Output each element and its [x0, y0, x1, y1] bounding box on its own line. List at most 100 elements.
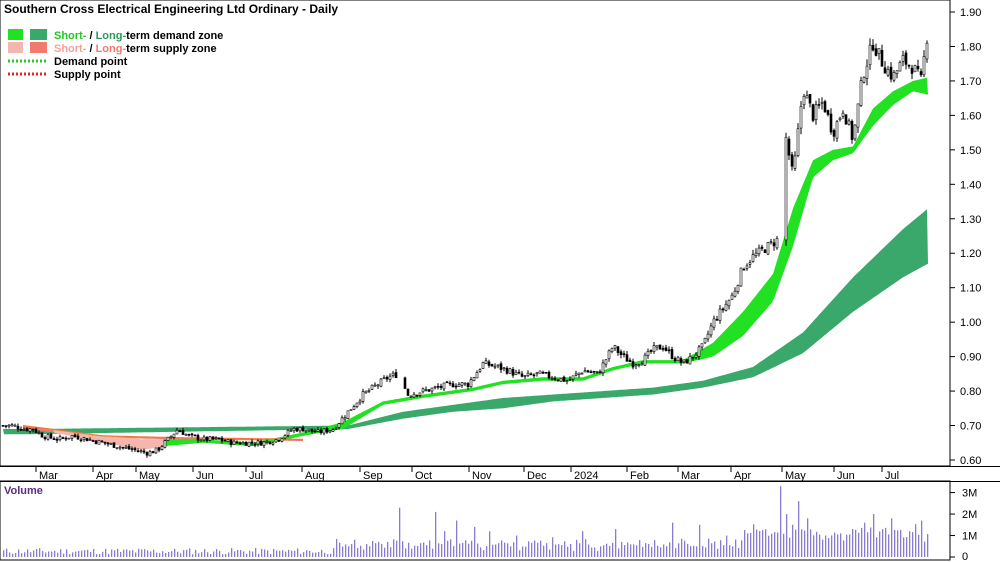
legend: Short- / Long-term demand zone Short- / …	[8, 29, 223, 81]
candle-body	[493, 365, 497, 368]
candle	[412, 391, 416, 398]
volume-bar	[48, 551, 50, 557]
candle	[904, 50, 908, 70]
candle-body	[907, 64, 911, 67]
candle	[1, 425, 5, 427]
volume-bar	[840, 533, 842, 557]
candle-body	[253, 443, 257, 446]
candle-body	[139, 450, 143, 453]
volume-bar	[267, 550, 269, 557]
candle	[259, 439, 263, 446]
volume-bar	[105, 548, 107, 557]
volume-bar	[588, 544, 590, 557]
candle-body	[226, 439, 230, 442]
candle	[52, 436, 56, 441]
volume-bar	[828, 537, 830, 557]
zone-lines	[22, 424, 303, 440]
candle	[307, 428, 311, 433]
volume-bar	[759, 530, 761, 557]
volume-bar	[213, 551, 215, 557]
volume-bar	[24, 552, 26, 557]
candle	[343, 415, 347, 422]
volume-bar	[372, 540, 374, 557]
volume-bar	[714, 541, 716, 557]
candle	[622, 350, 626, 358]
candle	[349, 409, 353, 411]
volume-bar	[255, 548, 257, 557]
candle	[340, 415, 344, 425]
candle-body	[349, 409, 353, 411]
candle-body	[724, 303, 728, 311]
candle-body	[469, 379, 473, 388]
candle	[883, 61, 887, 74]
volume-bar	[39, 548, 41, 557]
candle	[625, 351, 629, 362]
volume-bar	[402, 541, 404, 557]
volume-bar	[795, 529, 797, 557]
candle	[802, 93, 806, 110]
candle-body	[415, 394, 419, 397]
legend-long-supply-swatch	[30, 42, 47, 53]
volume-bar	[219, 550, 221, 557]
candle-body	[148, 451, 152, 457]
x-axis: Mar Apr May Jun Jul Aug Sep Oct Nov Dec 2024 Feb Mar…	[35, 466, 899, 482]
candle-body	[670, 349, 674, 359]
volume-bar	[708, 538, 710, 557]
candle-body	[499, 363, 503, 370]
volume-bar	[333, 548, 335, 557]
candle-body	[67, 437, 71, 440]
volume-bar	[111, 549, 113, 557]
candle-body	[844, 114, 848, 125]
candle-body	[916, 66, 920, 70]
volume-bar	[681, 538, 683, 557]
candle	[724, 300, 728, 312]
volume-bar	[606, 543, 608, 557]
volume-bar	[324, 552, 326, 557]
candle-body	[25, 428, 29, 432]
volume-bar	[639, 540, 641, 557]
candle-body	[220, 437, 224, 442]
candle-body	[133, 448, 137, 451]
candle-body	[883, 67, 887, 74]
volume-bar	[21, 553, 23, 557]
candle-body	[175, 429, 179, 435]
candle-body	[523, 375, 527, 377]
candle	[460, 382, 464, 389]
candle-body	[550, 378, 554, 380]
volume-bar	[744, 530, 746, 557]
candle	[286, 429, 290, 438]
volume-bar	[252, 551, 254, 557]
candle-body	[88, 439, 92, 441]
candle	[445, 380, 449, 384]
x-tick-label: Feb	[630, 470, 649, 482]
candle-body	[805, 95, 809, 99]
candle	[565, 379, 569, 385]
volume-bar	[501, 540, 503, 557]
candle	[697, 345, 701, 360]
candle	[373, 382, 377, 387]
candle-body	[55, 438, 59, 441]
candle-body	[685, 359, 689, 364]
volume-bar	[852, 529, 854, 557]
volume-bar	[114, 550, 116, 557]
candle	[43, 435, 47, 441]
candle-body	[319, 429, 323, 434]
candle	[55, 436, 59, 443]
volume-bar	[843, 540, 845, 557]
volume-bar	[480, 547, 482, 557]
candle	[673, 356, 677, 363]
candle	[151, 450, 155, 454]
candle-body	[655, 345, 659, 348]
candle-body	[766, 242, 770, 255]
candle	[844, 114, 848, 125]
candle-body	[691, 356, 695, 359]
volume-bar	[435, 511, 437, 557]
volume-bar	[366, 544, 368, 557]
candle-body	[109, 443, 113, 445]
candle-body	[244, 442, 248, 446]
volume-bar	[543, 545, 545, 557]
candle-body	[730, 294, 734, 300]
candle	[628, 357, 632, 363]
volume-bar	[510, 546, 512, 557]
candle	[160, 444, 164, 451]
